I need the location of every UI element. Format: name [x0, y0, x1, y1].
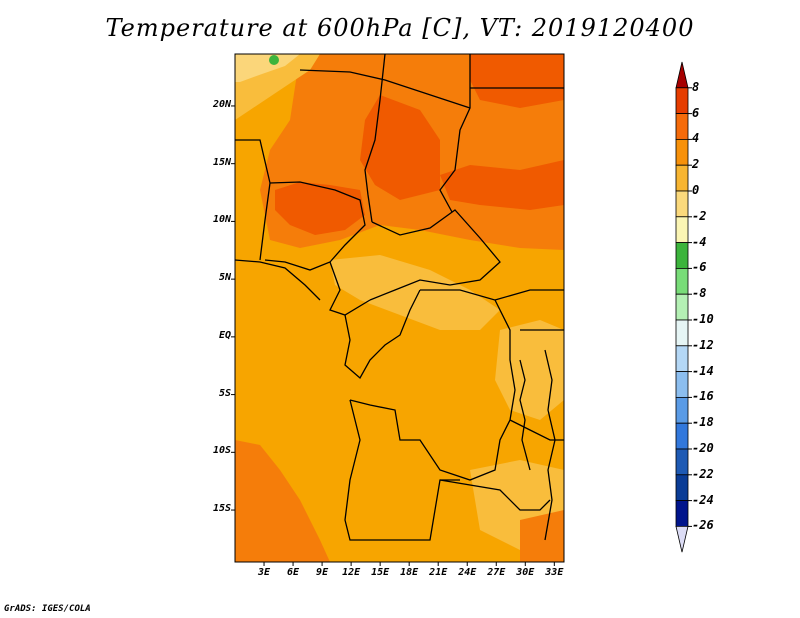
- colorbar-swatch: [675, 138, 689, 166]
- colorbar-label: -18: [692, 415, 714, 430]
- country-borders: [234, 53, 564, 541]
- colorbar-swatch: [675, 448, 689, 476]
- temperature-field: [235, 54, 564, 562]
- colorbar-label: -4: [692, 234, 707, 249]
- lat-label: 10N: [212, 214, 231, 226]
- colorbar-swatch: [675, 190, 689, 218]
- map-frame: [234, 53, 565, 563]
- border-sudan-chad: [439, 54, 471, 213]
- lat-label: 15S: [212, 503, 231, 515]
- lon-label: 6E: [287, 567, 300, 578]
- border-east: [494, 289, 564, 301]
- field-cool-cb: [330, 255, 500, 330]
- border-tanzania: [509, 419, 564, 441]
- field-warm-angola: [235, 440, 330, 562]
- colorbar-label: -8: [692, 286, 707, 301]
- colorbar-swatch: [675, 164, 689, 192]
- colorbar-swatch: [675, 371, 689, 398]
- lon-label: 21E: [429, 567, 448, 578]
- colorbar-swatch: [675, 113, 689, 140]
- colorbar-label: -22: [692, 466, 714, 481]
- colorbar-top-arrow: [675, 61, 689, 89]
- axis-ticks: [231, 105, 555, 566]
- lon-label: 9E: [316, 567, 329, 578]
- colorbar-label: -20: [692, 441, 714, 455]
- lon-label: 3E: [257, 567, 271, 578]
- colorbar-swatch: [675, 422, 689, 450]
- border-car: [369, 209, 501, 301]
- field-cool-ea: [495, 320, 564, 420]
- field-coolest-nw: [235, 54, 300, 82]
- lat-label: 5S: [218, 387, 231, 399]
- colorbar-label: -10: [692, 312, 714, 326]
- border-cameroon: [329, 261, 371, 316]
- border-lake: [519, 359, 531, 471]
- colorbar-label: 2: [692, 157, 700, 172]
- colorbar-label: 8: [692, 79, 700, 94]
- colorbar-swatch: [675, 216, 689, 244]
- border-zambia: [439, 479, 551, 511]
- lon-label: 27E: [487, 567, 506, 578]
- colorbar-swatch: [675, 293, 689, 321]
- field-warm-southeast: [520, 510, 564, 562]
- chart-title: Temperature at 600hPa [C], VT: 201912040…: [105, 14, 695, 42]
- lon-label: 15E: [371, 567, 390, 578]
- colorbar-swatch: [675, 87, 689, 115]
- colorbar-label: -16: [692, 389, 714, 404]
- colorbar-label: -14: [692, 363, 714, 378]
- lat-label: 10S: [212, 445, 231, 457]
- lat-label: EQ: [218, 329, 231, 341]
- lat-label: 5N: [218, 272, 231, 284]
- colorbar: [675, 61, 692, 553]
- colorbar-swatch: [675, 267, 689, 295]
- colorbar-label: -2: [692, 208, 707, 223]
- colorbar-label: 4: [692, 131, 700, 146]
- lat-label: 20N: [212, 98, 231, 110]
- colorbar-label: -12: [692, 337, 714, 352]
- border-west: [235, 139, 271, 261]
- lon-label: 18E: [400, 567, 419, 578]
- field-hot-east: [470, 54, 564, 108]
- field-hot-nigeria: [275, 182, 365, 235]
- colorbar-swatch: [675, 474, 689, 501]
- lon-label: 12E: [342, 567, 361, 578]
- colorbar-swatch: [675, 242, 689, 269]
- border-southeast: [544, 349, 556, 541]
- colorbar-label: 0: [692, 183, 700, 197]
- colorbar-swatch: [675, 500, 689, 527]
- border-angola: [344, 399, 460, 541]
- border-coast-wa: [234, 259, 321, 301]
- border-congo: [344, 289, 421, 380]
- colorbar-swatch: [675, 319, 689, 347]
- border-libya-chad: [299, 69, 471, 109]
- field-green-spot: [269, 55, 279, 65]
- colorbar-label: 6: [692, 105, 700, 120]
- lon-label: 24E: [458, 567, 477, 578]
- colorbar-label: -24: [692, 492, 714, 507]
- border-nigeria: [264, 181, 366, 271]
- grads-credit: GrADS: IGES/COLA: [4, 604, 91, 614]
- border-drc: [349, 289, 516, 481]
- lon-label: 30E: [516, 567, 535, 578]
- colorbar-swatch: [675, 396, 689, 424]
- colorbar-label: -6: [692, 260, 707, 275]
- lon-label: 33E: [545, 567, 564, 578]
- field-hot-sudan: [440, 160, 564, 210]
- field-hot-chad: [360, 95, 440, 200]
- colorbar-bottom-arrow: [675, 526, 689, 553]
- colorbar-label: -26: [692, 518, 714, 533]
- colorbar-swatch: [675, 345, 689, 372]
- border-chad-niger: [364, 53, 386, 223]
- lat-label: 15N: [212, 156, 231, 168]
